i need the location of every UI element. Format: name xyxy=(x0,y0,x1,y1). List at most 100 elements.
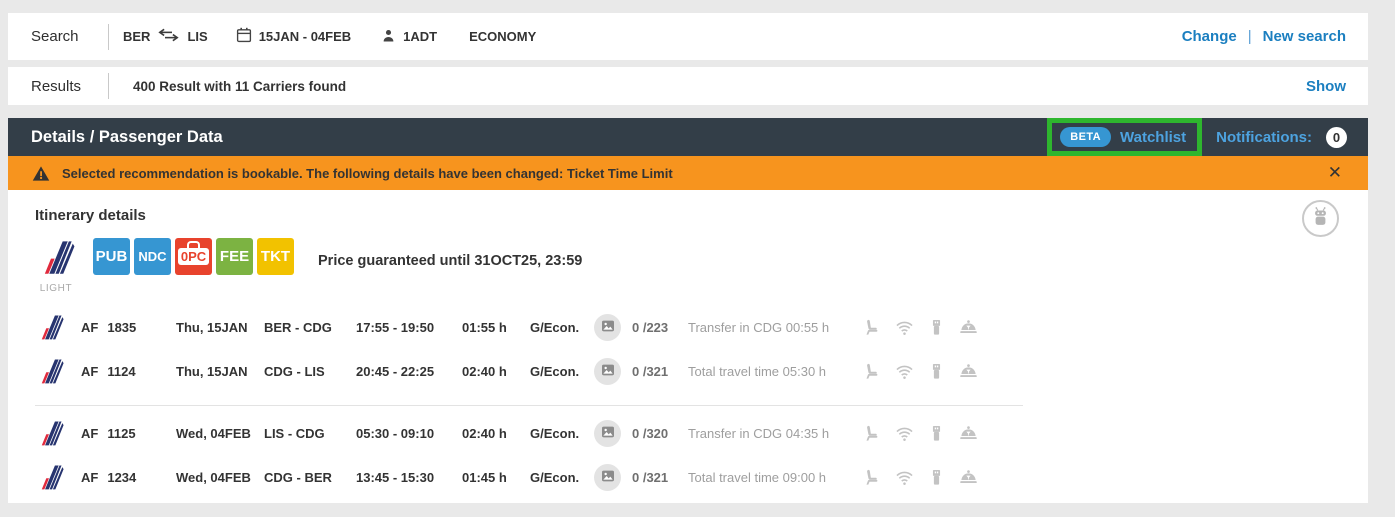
flight-segment-row: AF 1835 Thu, 15JAN BER - CDG 17:55 - 19:… xyxy=(35,312,978,342)
notifications-count-badge[interactable]: 0 xyxy=(1326,126,1347,148)
duration: 02:40 h xyxy=(462,363,507,379)
booking-class: G/Econ. xyxy=(530,363,580,379)
power-icon xyxy=(927,468,946,487)
robot-icon xyxy=(1310,206,1331,232)
duration: 01:45 h xyxy=(462,469,507,485)
departure-date: Thu, 15JAN xyxy=(176,363,248,379)
link-separator: | xyxy=(1247,28,1252,45)
airline-tail-icon xyxy=(35,419,81,447)
flight-number: 1835 xyxy=(107,319,137,335)
cabin-value: ECONOMY xyxy=(469,29,537,44)
person-icon xyxy=(381,28,396,46)
seatmap-button[interactable] xyxy=(594,419,621,447)
divider xyxy=(108,73,109,99)
meal-icon xyxy=(959,424,978,443)
picture-icon xyxy=(601,426,615,441)
swap-arrows-icon xyxy=(157,28,180,45)
origin-code: BER xyxy=(123,29,151,44)
duration: 01:55 h xyxy=(462,319,507,335)
alert-bar: Selected recommendation is bookable. The… xyxy=(8,156,1368,190)
show-results-link[interactable]: Show xyxy=(1306,77,1346,95)
amenities xyxy=(863,468,978,487)
watchlist-highlight-annotation: BETA Watchlist xyxy=(1047,118,1203,156)
details-header-bar: Details / Passenger Data BETA Watchlist … xyxy=(8,118,1368,156)
seat-count: 0 /321 xyxy=(632,469,669,485)
amenities xyxy=(863,424,978,443)
close-icon[interactable]: ✕ xyxy=(1327,163,1342,182)
watchlist-link[interactable]: Watchlist xyxy=(1120,128,1187,146)
meal-icon xyxy=(959,362,978,381)
badge-pub: PUB xyxy=(93,238,130,275)
wifi-icon xyxy=(895,318,914,337)
itinerary-title: Itinerary details xyxy=(35,207,146,224)
search-summary-bar: Search BER LIS 15JAN - 04FEB 1ADT ECONOM… xyxy=(8,13,1368,60)
seatmap-button[interactable] xyxy=(594,463,621,491)
change-link[interactable]: Change xyxy=(1181,28,1237,45)
seat-icon xyxy=(863,362,882,381)
power-icon xyxy=(927,362,946,381)
seat-count: 0 /321 xyxy=(632,363,669,379)
airline-tail-icon xyxy=(35,463,81,491)
flight-number: 1124 xyxy=(107,363,136,379)
alert-message: Selected recommendation is bookable. The… xyxy=(62,165,673,181)
power-icon xyxy=(927,318,946,337)
fare-family-label: LIGHT xyxy=(39,283,73,294)
times: 05:30 - 09:10 xyxy=(356,425,435,441)
passengers-summary: 1ADT xyxy=(381,28,437,46)
dates-value: 15JAN - 04FEB xyxy=(258,29,352,44)
seat-count: 0 /320 xyxy=(632,425,669,441)
carrier-code: AF xyxy=(81,425,99,441)
flight-segment-row: AF 1124 Thu, 15JAN CDG - LIS 20:45 - 22:… xyxy=(35,356,978,386)
segment-note: Total travel time 09:00 h xyxy=(688,469,827,485)
wifi-icon xyxy=(895,468,914,487)
times: 13:45 - 15:30 xyxy=(356,469,435,485)
baggage-allowance: 0PC xyxy=(177,248,210,265)
seatmap-button[interactable] xyxy=(594,357,621,385)
flight-segment-row: AF 1125 Wed, 04FEB LIS - CDG 05:30 - 09:… xyxy=(35,418,978,448)
badge-ndc: NDC xyxy=(134,238,171,275)
new-search-link[interactable]: New search xyxy=(1262,28,1346,45)
wifi-icon xyxy=(895,424,914,443)
results-summary-bar: Results 400 Result with 11 Carriers foun… xyxy=(8,67,1368,105)
booking-class: G/Econ. xyxy=(530,319,580,335)
warning-icon xyxy=(32,165,50,182)
notifications-link[interactable]: Notifications: xyxy=(1216,128,1312,146)
departure-date: Wed, 04FEB xyxy=(176,425,251,441)
route: BER - CDG xyxy=(264,319,332,335)
seat-icon xyxy=(863,468,882,487)
airline-tail-icon xyxy=(35,357,81,385)
departure-date: Wed, 04FEB xyxy=(176,469,251,485)
flight-number: 1234 xyxy=(107,469,137,485)
price-guarantee-text: Price guaranteed until 31OCT25, 23:59 xyxy=(318,253,583,269)
segment-note: Transfer in CDG 04:35 h xyxy=(688,425,830,441)
amenities xyxy=(863,318,978,337)
seatmap-button[interactable] xyxy=(594,313,621,341)
route: CDG - BER xyxy=(264,469,332,485)
flight-segment-row: AF 1234 Wed, 04FEB CDG - BER 13:45 - 15:… xyxy=(35,462,978,492)
seat-icon xyxy=(863,424,882,443)
baggage-handle-icon xyxy=(187,241,200,248)
results-summary-text: 400 Result with 11 Carriers found xyxy=(133,78,347,94)
segment-note: Total travel time 05:30 h xyxy=(688,363,827,379)
picture-icon xyxy=(601,364,615,379)
departure-date: Thu, 15JAN xyxy=(176,319,248,335)
meal-icon xyxy=(959,318,978,337)
times: 17:55 - 19:50 xyxy=(356,319,435,335)
dates-summary: 15JAN - 04FEB xyxy=(236,27,351,46)
wifi-icon xyxy=(895,362,914,381)
route: LIS - CDG xyxy=(264,425,325,441)
segment-note: Transfer in CDG 00:55 h xyxy=(688,319,830,335)
airline-tail-icon xyxy=(35,313,81,341)
badge-fee: FEE xyxy=(216,238,253,275)
carrier-code: AF xyxy=(81,319,99,335)
destination-code: LIS xyxy=(187,29,208,44)
carrier-code: AF xyxy=(81,363,99,379)
route: CDG - LIS xyxy=(264,363,325,379)
fare-brand-row: LIGHT PUB NDC 0PC FEE TKT Price guarante… xyxy=(35,238,582,294)
robot-assistant-button[interactable] xyxy=(1302,200,1339,237)
flight-number: 1125 xyxy=(107,425,136,441)
booking-class: G/Econ. xyxy=(530,425,580,441)
itinerary-panel: Itinerary details LIGHT PUB NDC 0PC FEE … xyxy=(8,190,1368,503)
power-icon xyxy=(927,424,946,443)
seat-count: 0 /223 xyxy=(632,319,669,335)
